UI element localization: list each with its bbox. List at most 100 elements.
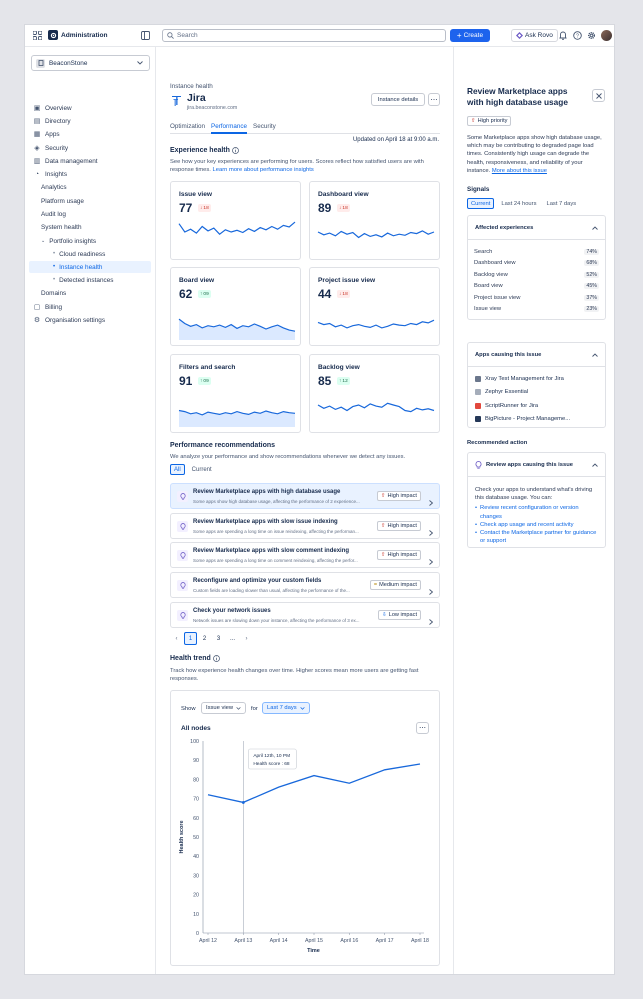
user-avatar[interactable] [601,30,612,41]
sidebar-item-cloud-readiness[interactable]: • Cloud readiness [29,248,151,260]
sidebar-item-instance-health[interactable]: • Instance health [29,261,151,273]
filter-all[interactable]: All [170,464,185,475]
experience-card-dashboard-view[interactable]: Dashboard view 89 ↓ 18 [309,181,440,260]
recommendation-item[interactable]: Review Marketplace apps with slow issue … [170,513,440,539]
sidebar-item-domains[interactable]: Domains [29,287,151,299]
experience-card-issue-view[interactable]: Issue view 77 ↓ 18 [170,181,301,260]
instance-details-button[interactable]: Instance details [371,93,425,106]
sidebar-item-overview[interactable]: ▣ Overview [29,102,151,114]
period-select[interactable]: Last 7 days [262,702,310,714]
impact-badge: = Medium impact [369,580,421,590]
recommendation-item[interactable]: Review Marketplace apps with slow commen… [170,542,440,568]
tab-optimization[interactable]: Optimization [170,123,205,134]
tab-performance[interactable]: Performance [211,123,248,134]
experience-name: Search [474,248,493,255]
search-placeholder: Search [177,32,198,39]
impact-badge: ⇩ Low impact [378,610,421,620]
sidebar-item-security[interactable]: ◈ Security [29,142,151,154]
apps-header[interactable]: Apps causing this issue [468,343,605,367]
info-icon[interactable] [212,655,220,662]
sidebar-toggle-icon[interactable] [141,31,150,40]
chart-more-button[interactable]: ⋯ [416,722,429,734]
create-button[interactable]: + Create [450,29,490,42]
sidebar-item-analytics[interactable]: Analytics [29,181,151,193]
help-icon[interactable]: ? [573,31,582,40]
recommendation-item[interactable]: Reconfigure and optimize your custom fie… [170,572,440,598]
workspace-selector[interactable]: BeaconStone [31,55,150,71]
affected-experience-row: Project issue view 37% [468,292,605,304]
ask-rovo-label: Ask Rovo [525,32,553,39]
x-tick-label: April 13 [234,938,252,944]
sidebar-item-apps[interactable]: ▦ Apps [29,128,151,140]
trend-delta: 09 [203,378,209,384]
sidebar-item-detected-instances[interactable]: • Detected instances [29,274,151,286]
sidebar-item-data-management[interactable]: ▥ Data management [29,155,151,167]
notifications-bell-icon[interactable] [559,31,567,40]
settings-gear-icon[interactable] [587,31,596,40]
tab-security[interactable]: Security [253,123,276,134]
close-button[interactable] [592,89,605,102]
app-row[interactable]: Xray Test Management for Jira [468,372,605,386]
sparkline-line [317,402,435,413]
sidebar-item-portfolio-insights[interactable]: ⌄ Portfolio insights [29,235,151,247]
sidebar-item-platform-usage[interactable]: Platform usage [29,195,151,207]
action-item[interactable]: • Contact the Marketplace partner for gui… [475,529,598,545]
page-1[interactable]: 1 [184,632,197,645]
recommendation-item[interactable]: Check your network issues Network issues … [170,602,440,628]
sidebar-item-billing[interactable]: ▢ Billing [29,301,151,313]
instance-url[interactable]: jira.beaconstone.com [187,105,238,111]
filter-current[interactable]: Current [189,464,215,475]
chevron-down-icon [236,706,241,710]
search-input[interactable]: Search [162,29,446,42]
bullet-icon: • [475,530,478,537]
sidebar-item-organisation-settings[interactable]: ⚙ Organisation settings [29,314,151,326]
next-page-icon[interactable]: › [245,635,248,642]
previous-page-icon[interactable]: ‹ [175,635,178,642]
experience-card-backlog-view[interactable]: Backlog view 85 ↑ 12 [309,354,440,433]
data-point[interactable] [241,801,245,804]
x-axis-label: Time [307,948,320,954]
priority-high-icon: ⇧ [380,493,386,499]
sidebar-item-audit-log[interactable]: Audit log [29,208,151,220]
more-about-issue-link[interactable]: More about this issue [491,167,547,174]
experience-card-board-view[interactable]: Board view 62 ↑ 09 [170,267,301,346]
app-row[interactable]: ScriptRunner for Jira [468,399,605,413]
card-title: Backlog view [318,364,360,371]
action-item[interactable]: • Review recent configuration or version … [475,504,598,520]
app-row[interactable]: Zephyr Essential [468,386,605,400]
action-item[interactable]: • Check app usage and recent activity [475,521,598,529]
page-ellipsis[interactable]: ... [229,635,235,642]
performance-insights-link[interactable]: Learn more about performance insights [212,167,314,174]
signal-tab-last-7-days[interactable]: Last 7 days [543,198,579,209]
chevron-right-icon [429,552,434,570]
sidebar-item-label: Cloud readiness [59,250,106,258]
sidebar-item-directory[interactable]: ▤ Directory [29,115,151,127]
breadcrumb[interactable]: Instance health [170,83,213,90]
ask-rovo-button[interactable]: Ask Rovo [511,29,558,42]
experience-card-project-issue-view[interactable]: Project issue view 44 ↓ 18 [309,267,440,346]
recommendation-item[interactable]: Review Marketplace apps with high databa… [170,483,440,509]
recommendations-description: We analyze your performance and show rec… [170,454,406,460]
experience-card-filters-and-search[interactable]: Filters and search 91 ↑ 09 [170,354,301,433]
sidebar-item-insights[interactable]: ◔ Insights [29,168,151,180]
recommendation-title: Review Marketplace apps with slow commen… [193,548,350,554]
experience-select[interactable]: Issue view [201,702,247,714]
app-name[interactable]: Administration [61,32,108,39]
app-switcher-icon[interactable] [33,31,42,40]
chevron-down-icon [137,61,143,65]
signal-tab-last-24-hours[interactable]: Last 24 hours [498,198,539,209]
health-trend-chart-card: Show Issue view for Last 7 days All node… [170,690,440,966]
plus-icon: + [456,30,462,40]
action-header[interactable]: Review apps causing this issue [468,453,605,477]
sidebar-item-label: Insights [45,170,68,178]
page-2[interactable]: 2 [202,635,207,642]
signal-tab-current[interactable]: Current [467,198,495,209]
action-title: Review apps causing this issue [486,461,573,468]
info-icon[interactable] [232,147,239,154]
affected-header[interactable]: Affected experiences [468,216,605,240]
sidebar-item-system-health[interactable]: System health [29,221,151,233]
page-3[interactable]: 3 [216,635,221,642]
app-row[interactable]: BigPicture - Project Manageme... [468,413,605,427]
more-actions-button[interactable]: ⋯ [428,93,440,106]
tab-label: Security [253,123,276,130]
